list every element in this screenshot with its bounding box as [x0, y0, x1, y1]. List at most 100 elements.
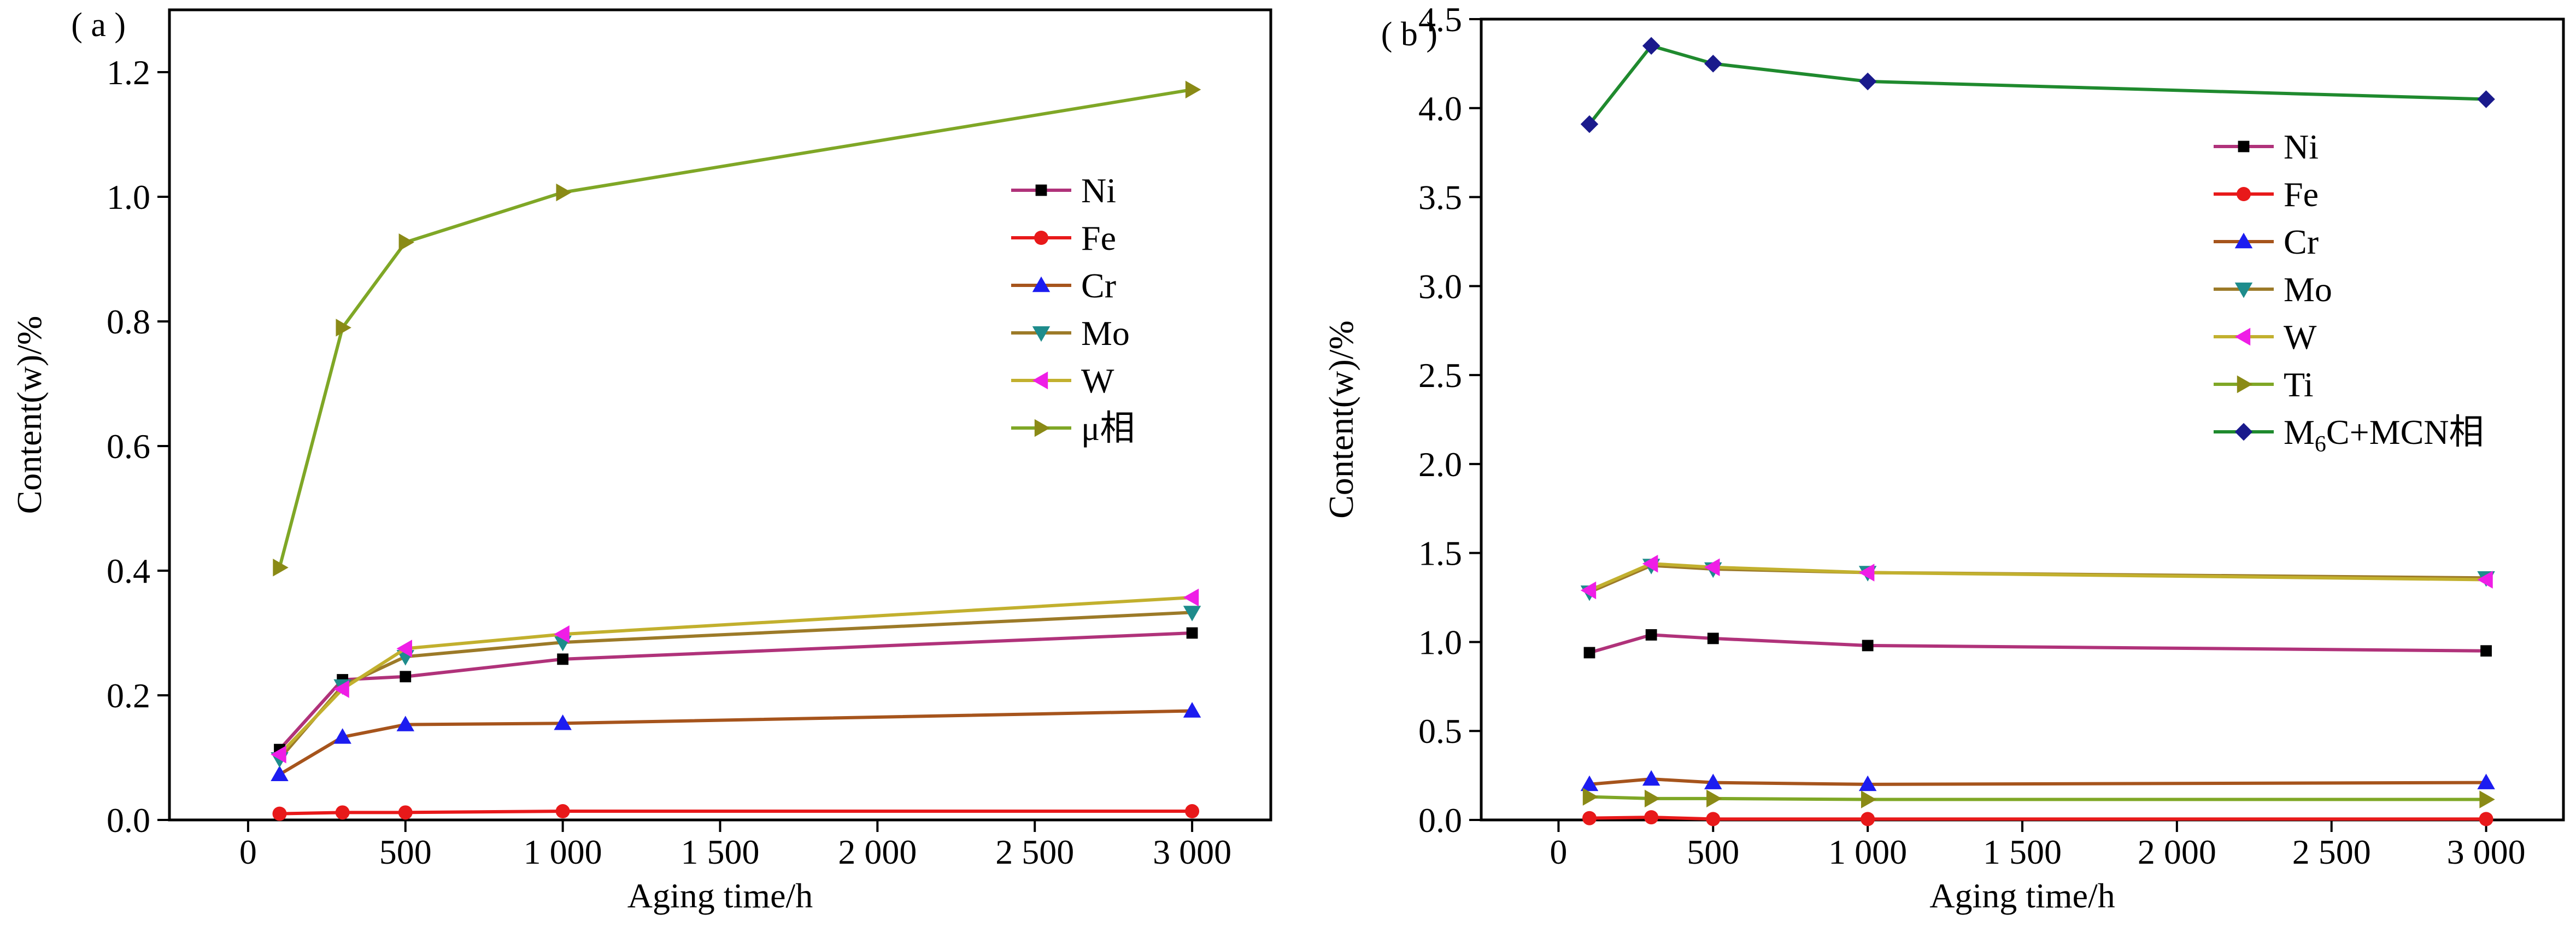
legend: Ni Fe Cr Mo Wμ相	[1011, 171, 1135, 448]
data-point	[1582, 788, 1599, 806]
legend-marker	[2234, 423, 2253, 441]
legend-label: Fe	[2284, 175, 2319, 214]
data-point	[335, 805, 350, 820]
legend-item: Ni	[2214, 127, 2319, 166]
y-tick-label: 0.8	[107, 302, 150, 341]
legend-item: Cr	[1011, 266, 1116, 305]
legend-marker	[1032, 326, 1051, 342]
series-line	[1589, 795, 2486, 801]
data-point	[400, 671, 412, 683]
data-point	[398, 805, 413, 820]
data-point	[273, 559, 289, 577]
x-tick-label: 3 000	[2447, 833, 2526, 871]
legend-label: Ni	[1081, 171, 1116, 210]
series-line	[279, 810, 1193, 816]
data-point	[336, 319, 351, 337]
data-point	[1645, 629, 1657, 641]
legend-label: μ相	[1081, 409, 1135, 448]
y-tick-label: 3.5	[1418, 178, 1462, 217]
legend-label: Cr	[2284, 222, 2319, 261]
legend-item: Cr	[2214, 222, 2319, 261]
data-point	[1704, 55, 1722, 73]
x-tick-label: 1 500	[1983, 833, 2062, 871]
x-tick-label: 2 500	[995, 833, 1074, 871]
legend-label: Ti	[2284, 365, 2314, 404]
legend-label: Mo	[2284, 270, 2332, 309]
series-line	[278, 611, 1193, 760]
chart-panel-b: ( b ) 0 500 1 000 1 500 2 000 2 500 3 000 0.0 0.5…	[1322, 0, 2565, 915]
legend-marker	[2237, 375, 2253, 394]
series-W	[271, 588, 1199, 764]
series-Ni	[1583, 629, 2492, 659]
legend-item: Mo	[2214, 270, 2332, 309]
series-Ti	[1582, 788, 2495, 808]
data-point	[333, 728, 351, 744]
data-point	[272, 806, 287, 821]
data-point	[2479, 790, 2495, 808]
legend-label: Cr	[1081, 266, 1116, 305]
y-tick-label: 0.0	[1418, 801, 1462, 840]
legend-marker	[1035, 184, 1047, 196]
legend-label: M6C+MCN相	[2284, 413, 2484, 457]
data-point	[1644, 789, 1660, 808]
series-μ相	[273, 80, 1201, 577]
x-tick-label: 500	[1687, 833, 1739, 871]
y-tick-label: 4.0	[1418, 89, 1462, 128]
data-point	[398, 233, 415, 251]
legend-marker	[2238, 140, 2250, 153]
data-point	[271, 765, 289, 781]
x-tick-label: 0	[239, 833, 257, 871]
legend-marker	[1032, 371, 1048, 390]
data-point	[1185, 804, 1200, 819]
series-line	[1588, 562, 2486, 592]
legend-marker	[1034, 231, 1048, 245]
data-point	[333, 680, 349, 698]
legend-marker	[2234, 232, 2253, 249]
series-line	[278, 631, 1193, 751]
y-tick-label: 1.0	[107, 178, 150, 216]
legend: Ni Fe Cr Mo W Ti M6C+MCN相	[2214, 127, 2484, 457]
x-tick-label: 1 500	[681, 833, 760, 871]
legend-marker	[2237, 187, 2251, 201]
series-Cr	[1580, 770, 2495, 792]
x-tick-label: 1 000	[524, 833, 602, 871]
legend-item: Mo	[1011, 314, 1130, 353]
data-point	[1704, 558, 1720, 576]
legend-item: Fe	[1011, 219, 1116, 257]
data-point	[1858, 775, 1877, 792]
series-Fe	[1582, 810, 2493, 827]
x-tick-label: 2 000	[2138, 833, 2216, 871]
x-tick-label: 2 500	[2292, 833, 2371, 871]
y-tick-label: 1.2	[107, 53, 150, 92]
legend-label: Fe	[1081, 219, 1116, 257]
y-axis-label: Content(w)/%	[10, 316, 49, 514]
data-point	[1707, 632, 1719, 644]
data-point	[1858, 564, 1875, 582]
series-line	[1588, 44, 2486, 125]
x-axis-label: Aging time/h	[627, 876, 813, 915]
legend-label: W	[2284, 318, 2317, 356]
series-line	[1589, 777, 2486, 786]
data-point	[1580, 115, 1599, 133]
panel-label: ( a )	[71, 7, 126, 44]
data-point	[1183, 588, 1199, 607]
y-tick-label: 2.5	[1418, 356, 1462, 395]
data-point	[1644, 810, 1659, 825]
data-point	[1642, 37, 1660, 55]
data-point	[1183, 702, 1201, 718]
legend-item: Ti	[2214, 365, 2314, 404]
chart-panel-a: ( a ) 0 500 1 000 1 500 2 000 2 500 3 000 0.0 0.2…	[10, 7, 1272, 915]
data-point	[1580, 581, 1597, 600]
data-point	[1642, 770, 1660, 786]
x-tick-label: 3 000	[1153, 833, 1231, 871]
y-tick-label: 4.5	[1418, 0, 1462, 39]
panel-label: ( b )	[1381, 16, 1437, 53]
series-line	[278, 709, 1193, 776]
data-point	[1704, 773, 1722, 789]
data-point	[396, 640, 412, 658]
series-line	[278, 87, 1193, 568]
series-line	[1589, 816, 2486, 821]
x-axis-label: Aging time/h	[1929, 876, 2115, 915]
data-point	[554, 714, 572, 730]
